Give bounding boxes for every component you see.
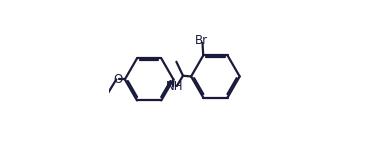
Text: NH: NH [166,80,184,93]
Text: O: O [113,73,122,86]
Text: Br: Br [195,34,208,47]
